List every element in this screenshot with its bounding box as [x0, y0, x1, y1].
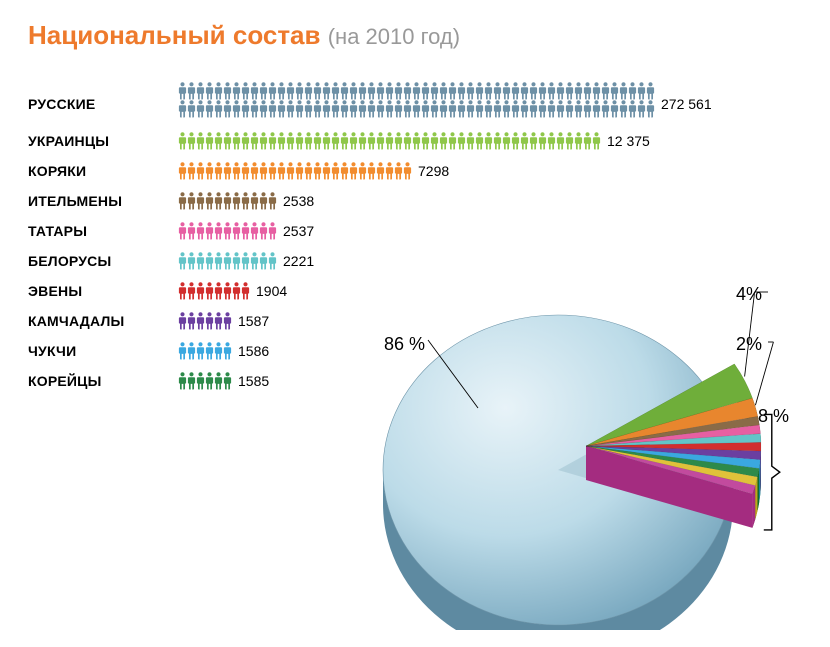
ethnicity-row: РУССКИЕ [28, 82, 798, 126]
ethnicity-label: БЕЛОРУСЫ [28, 253, 178, 269]
ethnicity-row: УКРАИНЦЫ [28, 126, 798, 156]
ethnicity-label: КОРЯКИ [28, 163, 178, 179]
pie-chart: 86 % 4% 2% 8 % [368, 290, 808, 630]
pie-label-2: 2% [736, 334, 762, 355]
person-icons [178, 372, 232, 390]
ethnicity-label: КАМЧАДАЛЫ [28, 313, 178, 329]
ethnicity-value: 2537 [283, 223, 314, 239]
person-icons [178, 222, 277, 240]
person-icons [178, 342, 232, 360]
ethnicity-value: 2221 [283, 253, 314, 269]
ethnicity-label: РУССКИЕ [28, 82, 178, 112]
title-sub: (на 2010 год) [328, 24, 460, 49]
ethnicity-row: ТАТАРЫ 2537 [28, 216, 798, 246]
ethnicity-value: 1904 [256, 283, 287, 299]
person-icons [178, 162, 412, 180]
ethnicity-label: УКРАИНЦЫ [28, 133, 178, 149]
ethnicity-value: 1587 [238, 313, 269, 329]
title-main: Национальный состав [28, 20, 321, 50]
pie-label-4: 4% [736, 284, 762, 305]
pie-label-86: 86 % [384, 334, 425, 355]
person-icons [178, 282, 250, 300]
ethnicity-label: ЭВЕНЫ [28, 283, 178, 299]
ethnicity-row: ИТЕЛЬМЕНЫ 2538 [28, 186, 798, 216]
ethnicity-value: 7298 [418, 163, 449, 179]
ethnicity-value: 1586 [238, 343, 269, 359]
ethnicity-value: 12 375 [607, 133, 650, 149]
ethnicity-label: ТАТАРЫ [28, 223, 178, 239]
page-title: Национальный состав (на 2010 год) [28, 20, 460, 51]
person-icons [178, 312, 232, 330]
person-icons [178, 192, 277, 210]
ethnicity-value: 1585 [238, 373, 269, 389]
pie-label-8: 8 % [758, 406, 789, 427]
ethnicity-row: БЕЛОРУСЫ 2221 [28, 246, 798, 276]
ethnicity-label: КОРЕЙЦЫ [28, 373, 178, 389]
ethnicity-row: КОРЯКИ [28, 156, 798, 186]
ethnicity-value: 2538 [283, 193, 314, 209]
person-icons [178, 252, 277, 270]
ethnicity-value: 272 561 [661, 82, 712, 112]
ethnicity-label: ЧУКЧИ [28, 343, 178, 359]
person-icons [178, 82, 655, 118]
person-icons [178, 132, 601, 150]
ethnicity-label: ИТЕЛЬМЕНЫ [28, 193, 178, 209]
